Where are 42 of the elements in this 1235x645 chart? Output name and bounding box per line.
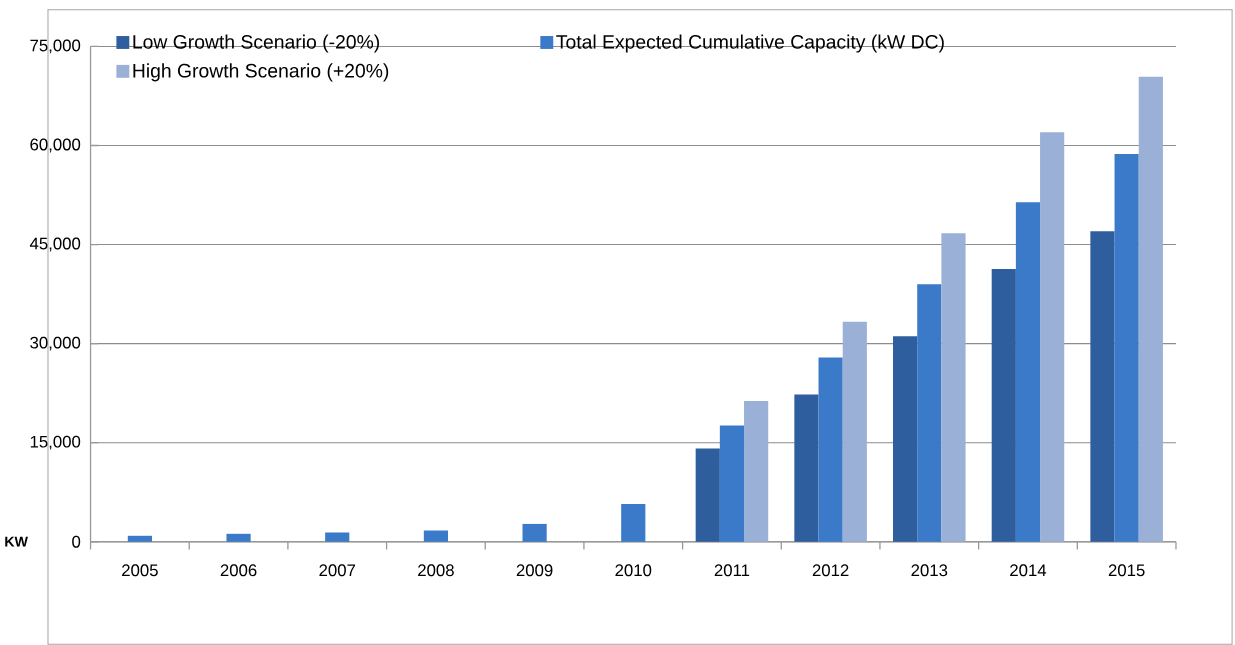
x-tick-label: 2012 (812, 564, 849, 577)
x-tick-label: 2007 (319, 564, 356, 577)
bar (226, 533, 251, 542)
bar (842, 321, 867, 542)
bar (991, 268, 1016, 542)
bar (941, 233, 966, 542)
bar (893, 336, 918, 542)
bar (1090, 231, 1115, 542)
bar (621, 503, 646, 542)
legend-label: Total Expected Cumulative Capacity (kW DC) (556, 34, 944, 53)
x-tick-label: 2014 (1010, 564, 1047, 577)
bar (325, 532, 350, 542)
x-tick-label: 2006 (220, 564, 257, 577)
bar (127, 535, 152, 542)
y-tick-label: 15,000 (30, 435, 81, 450)
bar (818, 357, 843, 542)
bar (1138, 76, 1163, 542)
bar (794, 394, 819, 542)
legend-label: Low Growth Scenario (-20%) (133, 34, 380, 53)
y-tick-label: 30,000 (30, 336, 81, 351)
x-tick-label: 2015 (1108, 564, 1145, 577)
bar (1040, 132, 1065, 542)
bar (1114, 153, 1139, 542)
bar (744, 400, 769, 542)
bar (522, 523, 547, 542)
x-tick-label: 2010 (615, 564, 652, 577)
bar (695, 448, 720, 542)
x-tick-label: 2005 (122, 564, 158, 577)
x-tick-label: 2013 (911, 564, 948, 577)
x-tick-label: 2009 (516, 564, 553, 577)
y-axis-title: KW (5, 536, 28, 547)
y-tick-label: 75,000 (30, 39, 81, 54)
bar (719, 425, 745, 542)
bar (1015, 202, 1041, 542)
bar (917, 284, 942, 542)
legend-label: High Growth Scenario (+20%) (133, 63, 389, 82)
y-tick-label: 0 (72, 535, 81, 548)
y-tick-label: 45,000 (29, 237, 81, 252)
y-tick-label: 60,000 (30, 138, 81, 153)
bar (423, 530, 449, 542)
x-tick-label: 2008 (418, 564, 454, 577)
x-tick-label: 2011 (714, 564, 750, 577)
